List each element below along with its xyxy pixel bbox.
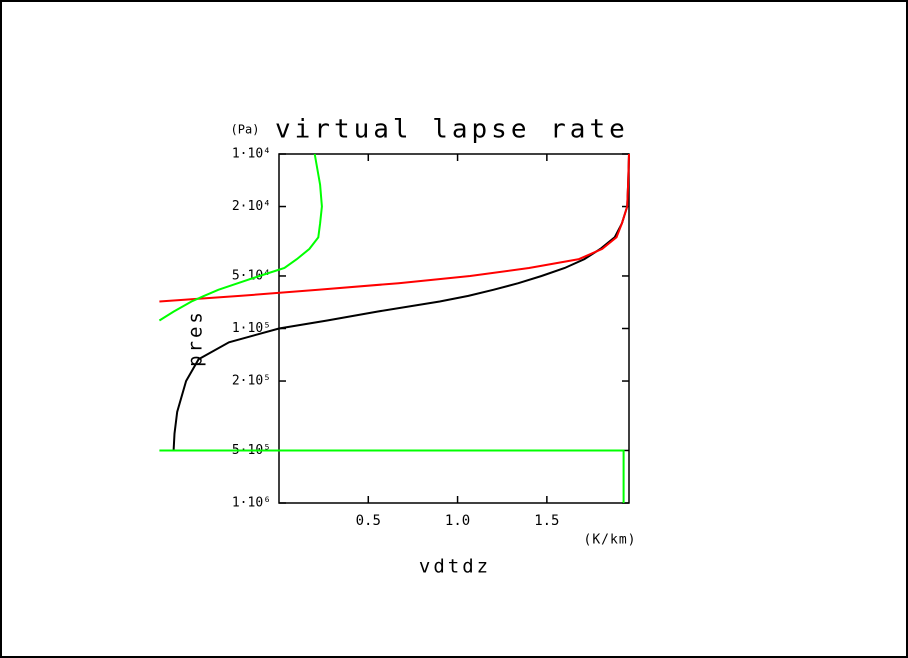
- y-axis-label: pres: [185, 309, 207, 367]
- y-tick-label: 2·10⁴: [232, 199, 271, 214]
- x-axis-label: vdtdz: [419, 556, 491, 578]
- y-tick-label: 1·10⁶: [232, 496, 271, 511]
- x-tick-label: 0.5: [356, 513, 381, 529]
- x-unit: (K/km): [584, 533, 637, 548]
- profile-line: [159, 449, 625, 503]
- y-tick-label: 1·10⁴: [232, 147, 271, 162]
- y-unit: (Pa): [231, 123, 260, 137]
- y-tick-label: 2·10⁵: [232, 374, 271, 389]
- y-tick-label: 5·10⁴: [232, 268, 271, 283]
- chart-title: virtual lapse rate: [275, 115, 629, 145]
- x-tick-label: 1.5: [534, 513, 559, 529]
- x-tick-label: 1.0: [445, 513, 470, 529]
- profile-line: [158, 153, 323, 322]
- y-tick-label: 1·10⁵: [232, 321, 271, 336]
- profile-line: [159, 153, 630, 303]
